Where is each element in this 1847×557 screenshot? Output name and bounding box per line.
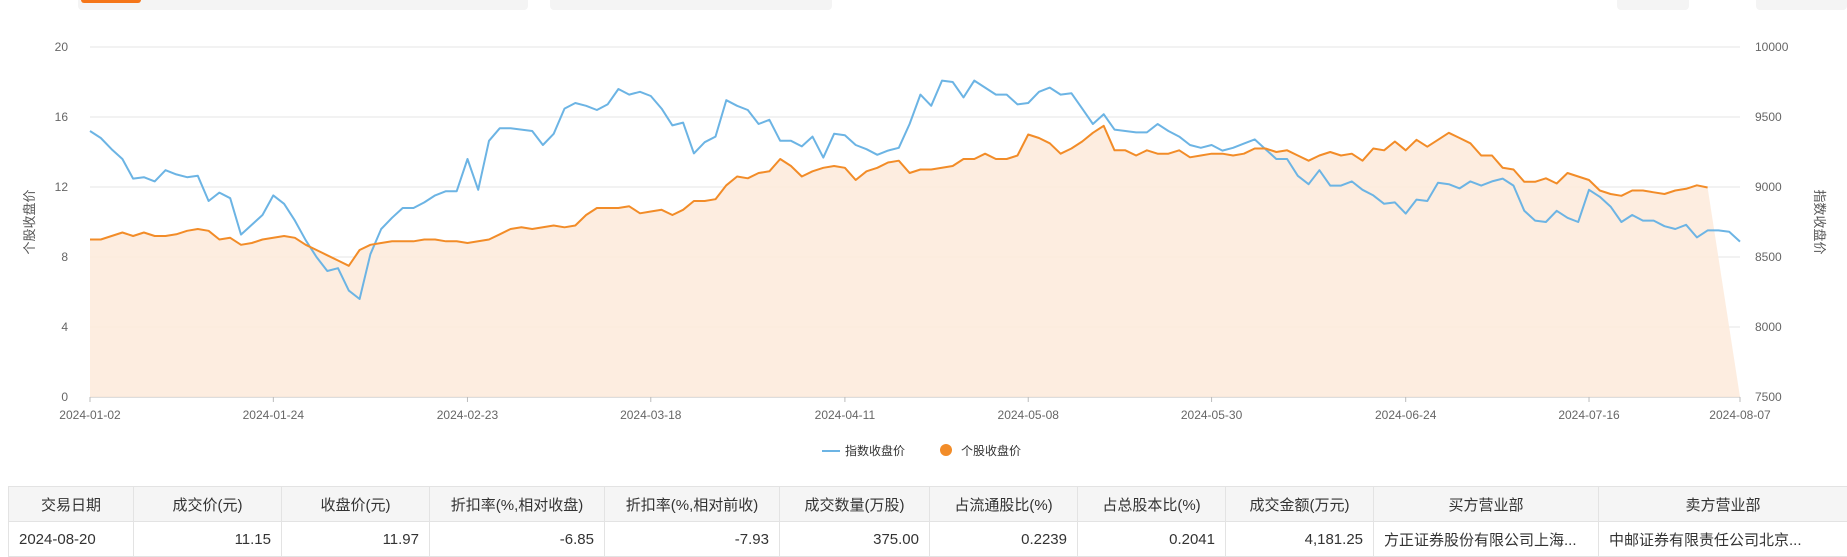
left-tick-label: 8: [61, 250, 68, 264]
x-tick-label: 2024-02-23: [437, 408, 499, 422]
col-deal-price[interactable]: 成交价(元): [134, 487, 282, 522]
legend-index-label: 指数收盘价: [845, 443, 905, 458]
right-axis-title: 指数收盘价: [1812, 189, 1827, 254]
cell-discount-prev: -7.93: [605, 522, 780, 557]
cell-deal-price: 11.15: [134, 522, 282, 557]
left-tick-label: 12: [55, 180, 69, 194]
right-tick-label: 9500: [1755, 110, 1782, 124]
col-total-ratio[interactable]: 占总股本比(%): [1078, 487, 1226, 522]
legend-item-index[interactable]: 指数收盘价: [822, 443, 905, 458]
right-tick-label: 9000: [1755, 180, 1782, 194]
x-tick-label: 2024-06-24: [1375, 408, 1437, 422]
col-buyer[interactable]: 买方营业部: [1374, 487, 1599, 522]
table-header-row: 交易日期 成交价(元) 收盘价(元) 折扣率(%,相对收盘) 折扣率(%,相对前…: [9, 487, 1847, 522]
x-tick-label: 2024-08-07: [1709, 408, 1771, 422]
col-seller[interactable]: 卖方营业部: [1599, 487, 1847, 522]
left-tick-label: 0: [61, 390, 68, 404]
cell-volume: 375.00: [780, 522, 930, 557]
cell-trade-date: 2024-08-20: [9, 522, 134, 557]
left-tick-label: 20: [55, 40, 69, 54]
price-chart: 2024-01-02 2024-01-24 2024-02-23 2024-03-18…: [0, 0, 1847, 480]
cell-close-price: 11.97: [282, 522, 430, 557]
col-discount-prev[interactable]: 折扣率(%,相对前收): [605, 487, 780, 522]
col-volume[interactable]: 成交数量(万股): [780, 487, 930, 522]
cell-buyer[interactable]: 方正证券股份有限公司上海...: [1374, 522, 1599, 557]
col-trade-date[interactable]: 交易日期: [9, 487, 134, 522]
cell-seller[interactable]: 中邮证券有限责任公司北京...: [1599, 522, 1847, 557]
left-y-axis: 0 4 8 12 16 20: [55, 40, 69, 404]
x-tick-label: 2024-01-02: [59, 408, 121, 422]
x-tick-label: 2024-07-16: [1558, 408, 1620, 422]
right-y-axis: 7500 8000 8500 9000 9500 10000: [1755, 40, 1789, 404]
cell-discount-close: -6.85: [430, 522, 605, 557]
col-amount[interactable]: 成交金额(万元): [1226, 487, 1374, 522]
left-axis-title: 个股收盘价: [22, 189, 37, 254]
right-tick-label: 8500: [1755, 250, 1782, 264]
col-discount-close[interactable]: 折扣率(%,相对收盘): [430, 487, 605, 522]
cell-total-ratio: 0.2041: [1078, 522, 1226, 557]
stock-area-layer: [90, 126, 1740, 397]
left-tick-label: 16: [55, 110, 69, 124]
legend-stock-label: 个股收盘价: [961, 443, 1021, 458]
right-tick-label: 10000: [1755, 40, 1789, 54]
cell-amount: 4,181.25: [1226, 522, 1374, 557]
x-tick-label: 2024-05-30: [1181, 408, 1243, 422]
x-axis: 2024-01-02 2024-01-24 2024-02-23 2024-03-18…: [59, 397, 1771, 422]
x-tick-label: 2024-03-18: [620, 408, 682, 422]
x-tick-label: 2024-04-11: [815, 408, 876, 422]
table-row: 2024-08-20 11.15 11.97 -6.85 -7.93 375.0…: [9, 522, 1847, 557]
right-tick-label: 8000: [1755, 320, 1782, 334]
block-trade-table: 交易日期 成交价(元) 收盘价(元) 折扣率(%,相对收盘) 折扣率(%,相对前…: [8, 486, 1847, 557]
legend-stock-dot: [940, 444, 952, 456]
col-float-ratio[interactable]: 占流通股比(%): [930, 487, 1078, 522]
legend: 指数收盘价 个股收盘价: [822, 443, 1021, 458]
series-area-stock: [90, 126, 1740, 397]
legend-item-stock[interactable]: 个股收盘价: [940, 443, 1021, 458]
left-tick-label: 4: [61, 320, 68, 334]
x-tick-label: 2024-01-24: [243, 408, 305, 422]
col-close-price[interactable]: 收盘价(元): [282, 487, 430, 522]
cell-float-ratio: 0.2239: [930, 522, 1078, 557]
x-tick-label: 2024-05-08: [998, 408, 1060, 422]
right-tick-label: 7500: [1755, 390, 1782, 404]
